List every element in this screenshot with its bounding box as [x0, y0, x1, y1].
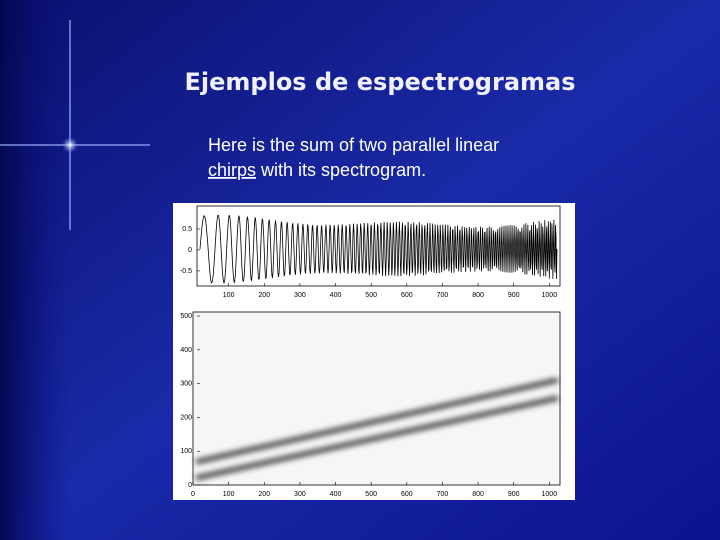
x-tick-label: 500 — [365, 491, 377, 498]
x-tick-label: 400 — [330, 491, 342, 498]
x-tick-label: 500 — [365, 292, 377, 299]
x-tick-label: 300 — [294, 491, 306, 498]
y-tick-label: 400 — [180, 347, 192, 354]
y-tick-label: 200 — [180, 414, 192, 421]
star-flare — [0, 20, 150, 230]
x-tick-label: 400 — [330, 292, 342, 299]
x-tick-label: 800 — [472, 292, 484, 299]
x-tick-label: 900 — [508, 491, 520, 498]
x-tick-label: 900 — [508, 292, 520, 299]
x-tick-label: 700 — [437, 292, 449, 299]
x-tick-label: 100 — [223, 292, 235, 299]
body-text: Here is the sum of two parallel linear — [208, 135, 499, 155]
y-tick-label: 0 — [188, 482, 192, 489]
y-tick-label: 0.5 — [182, 226, 192, 233]
y-tick-label: -0.5 — [180, 268, 192, 275]
x-tick-label: 600 — [401, 292, 413, 299]
slide-title: Ejemplos de espectrogramas — [185, 68, 576, 96]
y-tick-label: 0 — [188, 247, 192, 254]
spectrogram-bands — [195, 377, 559, 481]
x-tick-label: 700 — [437, 491, 449, 498]
x-tick-label: 1000 — [542, 491, 558, 498]
x-tick-label: 300 — [294, 292, 306, 299]
waveform — [199, 214, 558, 285]
x-tick-label: 200 — [258, 491, 270, 498]
body-text: chirps with its spectrogram. — [208, 160, 426, 180]
body-text: with its spectrogram. — [260, 160, 426, 180]
x-tick-label: 100 — [223, 491, 235, 498]
x-tick-label: 600 — [401, 491, 413, 498]
x-tick-label: 1000 — [542, 292, 558, 299]
y-tick-label: 500 — [180, 313, 192, 320]
y-tick-label: 300 — [180, 381, 192, 388]
x-tick-label: 200 — [258, 292, 270, 299]
x-tick-label: 0 — [191, 491, 195, 498]
link[interactable]: chirps — [208, 160, 256, 180]
side-band — [0, 0, 70, 540]
y-tick-label: 100 — [180, 448, 192, 455]
x-tick-label: 800 — [472, 491, 484, 498]
spectrogram-axes — [192, 311, 561, 486]
